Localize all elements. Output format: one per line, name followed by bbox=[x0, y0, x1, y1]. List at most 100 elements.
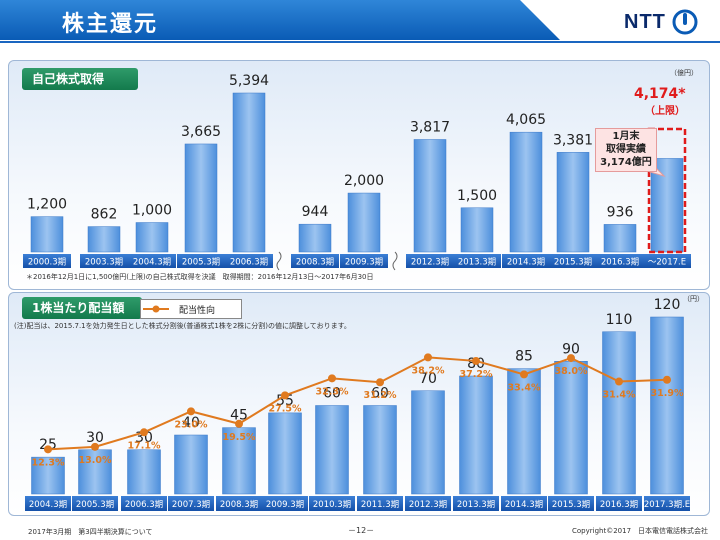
buyback-bar bbox=[556, 152, 590, 253]
dividend-category-label: 2013.3期 bbox=[457, 500, 495, 510]
dividend-category-label: 2006.3期 bbox=[125, 500, 163, 510]
buyback-value-label: 3,381 bbox=[553, 132, 593, 148]
buyback-category-label: 2005.3期 bbox=[182, 258, 220, 268]
buyback-category-label: 2009.3期 bbox=[345, 258, 383, 268]
dividend-legend: 配当性向 bbox=[140, 299, 242, 319]
dividend-value-label: 120 bbox=[654, 297, 681, 313]
buyback-limit-frame bbox=[647, 127, 687, 254]
company-logo: NTT bbox=[624, 8, 698, 36]
payout-ratio-label: 31.9% bbox=[651, 388, 684, 399]
buyback-value-label: 862 bbox=[91, 207, 118, 223]
payout-ratio-point bbox=[187, 407, 195, 416]
header-band bbox=[0, 0, 560, 40]
buyback-bar bbox=[347, 192, 381, 253]
buyback-category-box bbox=[177, 254, 225, 268]
buyback-category-label: 2004.3期 bbox=[133, 258, 171, 268]
payout-ratio-point bbox=[91, 442, 99, 451]
dividend-bar bbox=[650, 316, 684, 495]
dividend-category-label: 2007.3期 bbox=[172, 500, 210, 510]
payout-ratio-label: 32.3% bbox=[316, 386, 349, 397]
buyback-title: 自己株式取得 bbox=[22, 68, 138, 90]
payout-ratio-label: 27.5% bbox=[269, 403, 302, 414]
buyback-category-box bbox=[596, 254, 644, 268]
buyback-bar bbox=[603, 224, 637, 253]
buyback-value-label: 936 bbox=[607, 204, 634, 220]
dividend-category-box bbox=[262, 496, 308, 511]
dividend-value-label: 60 bbox=[323, 386, 341, 402]
ntt-logo-icon bbox=[672, 9, 698, 35]
dividend-category-label: 2017.3期.E bbox=[644, 500, 690, 510]
buyback-bar bbox=[413, 139, 447, 253]
buyback-value-label: 4,065 bbox=[506, 112, 546, 128]
dividend-category-label: 2016.3期 bbox=[600, 500, 638, 510]
payout-ratio-label: 13.0% bbox=[79, 455, 112, 466]
payout-ratio-point bbox=[472, 356, 480, 365]
buyback-category-label: 2000.3期 bbox=[28, 258, 66, 268]
page-number: －12－ bbox=[348, 526, 375, 535]
payout-ratio-point bbox=[328, 374, 336, 383]
dividend-bar bbox=[602, 331, 636, 495]
dividend-value-label: 85 bbox=[515, 349, 533, 365]
buyback-value-label: 1,500 bbox=[457, 188, 497, 204]
dividend-category-label: 2010.3期 bbox=[313, 500, 351, 510]
page-title: 株主還元 bbox=[62, 12, 159, 37]
dividend-bar bbox=[268, 412, 302, 495]
axis-break-mark bbox=[392, 251, 398, 271]
dividend-category-box bbox=[357, 496, 403, 511]
dividend-bar bbox=[127, 449, 161, 495]
buyback-category-label: 2013.3期 bbox=[458, 258, 496, 268]
dividend-bar bbox=[411, 390, 445, 495]
callout-line-1: 1月末 bbox=[612, 131, 640, 142]
payout-ratio-label: 19.5% bbox=[223, 432, 256, 443]
buyback-limit-value: 4,174* bbox=[634, 86, 686, 102]
buyback-category-label: 2015.3期 bbox=[554, 258, 592, 268]
dividend-bar bbox=[363, 405, 397, 495]
dividend-note: (注)配当は、2015.7.1を効力発生日とした株式分割後(普通株式1株を2株に… bbox=[14, 322, 351, 330]
buyback-category-box bbox=[453, 254, 501, 268]
buyback-callout: 1月末 取得実績 3,174億円 bbox=[595, 128, 657, 172]
payout-ratio-point bbox=[140, 428, 148, 437]
dividend-bar bbox=[222, 427, 256, 495]
dividend-bar bbox=[78, 449, 112, 495]
dividend-value-label: 40 bbox=[182, 415, 200, 431]
buyback-category-label: ～2017.E bbox=[648, 258, 686, 268]
copyright: Copyright©2017 日本電信電話株式会社 bbox=[572, 527, 709, 535]
payout-ratio-point bbox=[663, 375, 671, 384]
dividend-panel bbox=[8, 292, 710, 516]
buyback-category-box bbox=[340, 254, 388, 268]
dividend-category-box bbox=[453, 496, 499, 511]
dividend-category-box bbox=[501, 496, 547, 511]
buyback-category-box bbox=[225, 254, 273, 268]
payout-ratio-point bbox=[44, 445, 52, 454]
dividend-category-label: 2008.3期 bbox=[220, 500, 258, 510]
payout-ratio-point bbox=[520, 370, 528, 379]
dividend-category-box bbox=[121, 496, 167, 511]
payout-ratio-point bbox=[376, 378, 384, 387]
buyback-bar bbox=[135, 222, 169, 253]
dividend-category-box bbox=[72, 496, 118, 511]
dividend-value-label: 55 bbox=[276, 393, 294, 409]
dividend-category-box bbox=[216, 496, 262, 511]
payout-ratio-point bbox=[424, 353, 432, 362]
dividend-unit: （円） bbox=[683, 295, 704, 303]
buyback-value-label: 2,000 bbox=[344, 173, 384, 189]
buyback-limit-note: （上限） bbox=[645, 106, 685, 117]
dividend-category-box bbox=[25, 496, 71, 511]
payout-ratio-point bbox=[281, 391, 289, 400]
buyback-bar bbox=[298, 223, 332, 253]
dividend-category-label: 2014.3期 bbox=[505, 500, 543, 510]
dividend-bar bbox=[507, 368, 541, 495]
dividend-value-label: 90 bbox=[562, 341, 580, 357]
slide-header: 株主還元 NTT bbox=[0, 0, 720, 44]
dividend-value-label: 30 bbox=[86, 430, 104, 446]
dividend-category-label: 2004.3期 bbox=[29, 500, 67, 510]
payout-ratio-label: 31.2% bbox=[364, 390, 397, 401]
dividend-bar bbox=[554, 361, 588, 495]
dividend-bar bbox=[174, 434, 208, 495]
buyback-value-label: 944 bbox=[302, 204, 329, 220]
buyback-category-box bbox=[406, 254, 454, 268]
buyback-category-box bbox=[23, 254, 71, 268]
payout-ratio-label: 17.1% bbox=[128, 440, 161, 451]
